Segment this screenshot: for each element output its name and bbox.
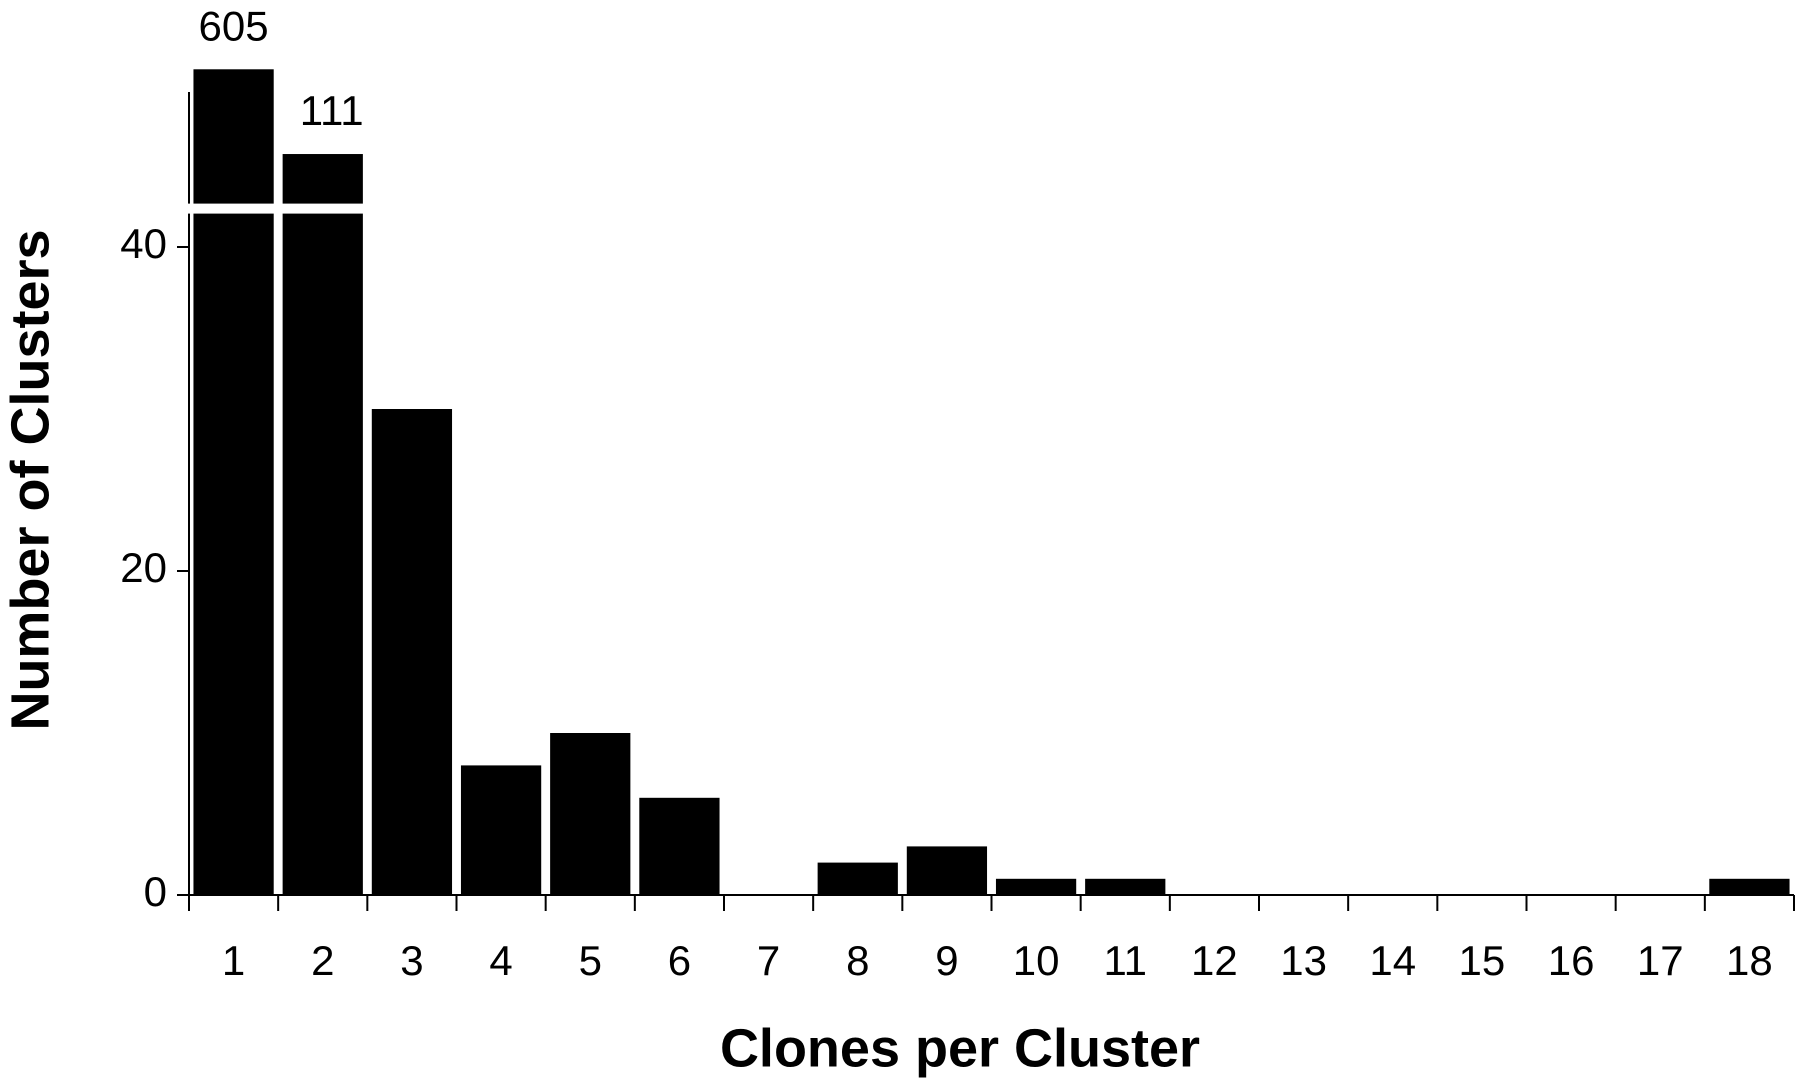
bar (371, 409, 453, 895)
x-tick-label: 5 (579, 937, 602, 984)
bar (995, 878, 1077, 895)
x-tick-label: 9 (935, 937, 958, 984)
bar (817, 862, 898, 895)
x-tick-label: 1 (222, 937, 245, 984)
bar (282, 154, 363, 895)
x-tick-label: 8 (846, 937, 869, 984)
x-tick-label: 15 (1459, 937, 1506, 984)
y-axis-title: Number of Clusters (0, 229, 60, 730)
x-tick-label: 11 (1103, 937, 1147, 984)
bar (906, 846, 988, 895)
y-tick-label: 20 (120, 544, 167, 591)
axis-break (169, 203, 378, 214)
x-tick-label: 4 (489, 937, 512, 984)
bar (460, 765, 542, 895)
x-tick-label: 13 (1280, 937, 1327, 984)
x-axis-title: Clones per Cluster (720, 1018, 1200, 1078)
x-tick-label: 7 (757, 937, 780, 984)
x-tick-label: 17 (1637, 937, 1684, 984)
x-tick-label: 6 (668, 937, 691, 984)
x-tick-label: 18 (1726, 937, 1773, 984)
bar (639, 797, 720, 895)
x-tick-label: 14 (1369, 937, 1416, 984)
y-tick-label: 40 (120, 220, 167, 267)
x-tick-label: 12 (1191, 937, 1238, 984)
x-tick-label: 16 (1548, 937, 1595, 984)
bar (193, 69, 274, 895)
bar (1085, 878, 1166, 895)
x-tick-label: 10 (1013, 937, 1060, 984)
bar (1709, 878, 1790, 895)
bar (550, 733, 631, 895)
value-label: 605 (199, 2, 269, 49)
y-tick-label: 0 (144, 868, 167, 915)
x-tick-label: 2 (311, 937, 334, 984)
x-tick-label: 3 (400, 937, 423, 984)
value-label: 111 (300, 87, 364, 134)
